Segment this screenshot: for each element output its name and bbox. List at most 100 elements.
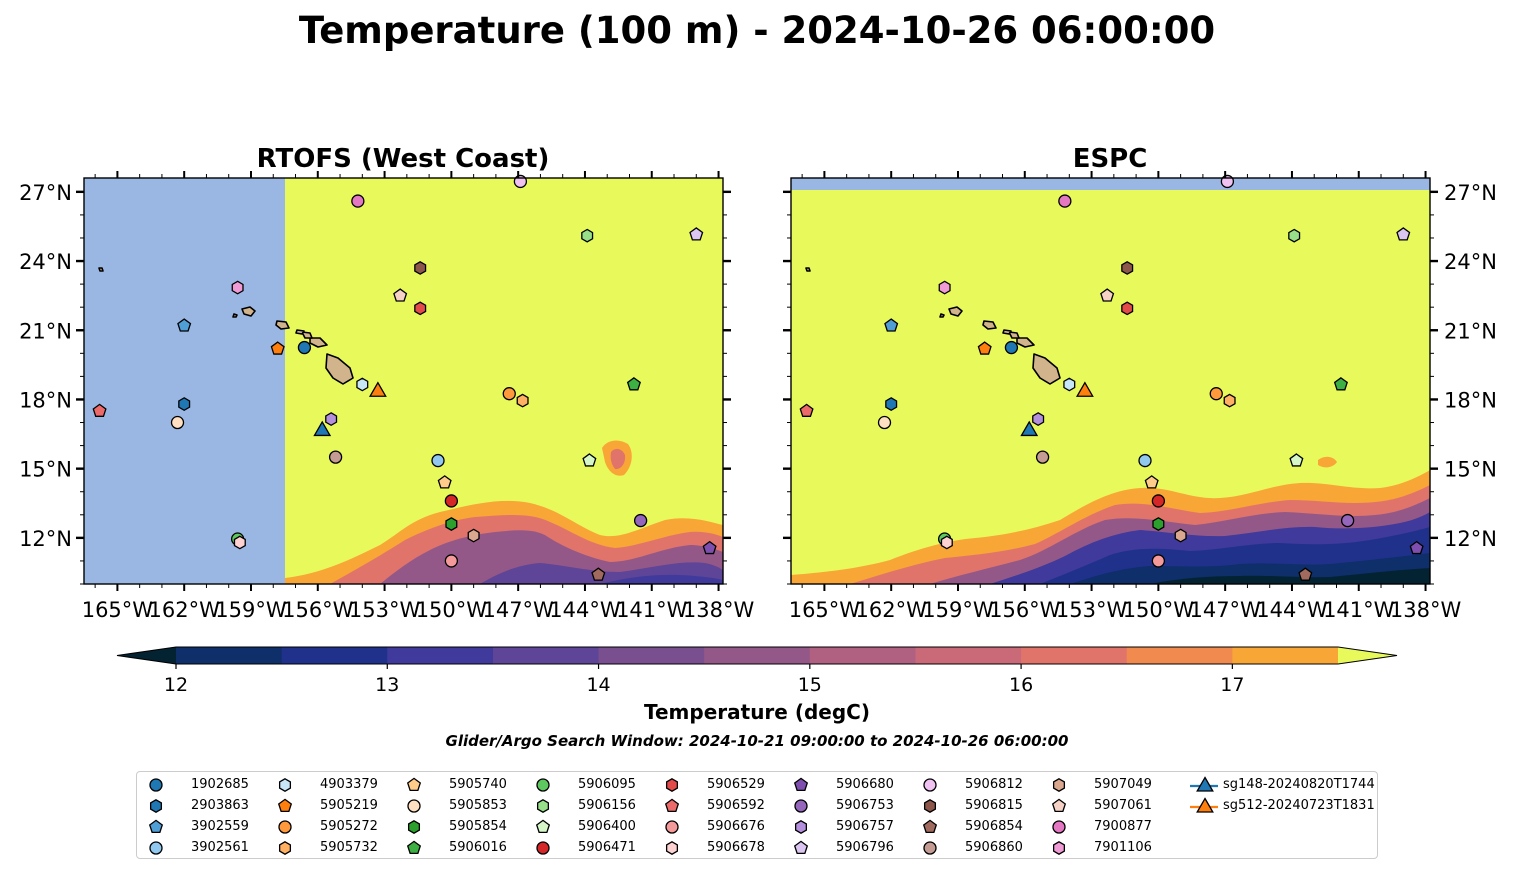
legend-label: sg512-20240723T1831 — [1223, 798, 1375, 813]
figure-title: Temperature (100 m) - 2024-10-26 06:00:0… — [299, 9, 1215, 52]
marker-5906529-right — [1121, 301, 1134, 316]
marker-5906678-left — [233, 535, 246, 550]
legend-marker — [923, 799, 937, 813]
legend-marker — [536, 799, 550, 813]
legend-marker — [794, 820, 808, 834]
legend-symbol — [794, 799, 808, 813]
colorbar-tick-label: 15 — [798, 674, 822, 696]
marker-7901106-right — [938, 280, 951, 295]
legend-label: 5906860 — [965, 840, 1023, 855]
legend-label: 5906095 — [578, 777, 636, 792]
legend-symbol — [1051, 798, 1067, 812]
legend-label: 5906529 — [707, 777, 765, 792]
hawaii-islands-espc — [805, 267, 1061, 385]
legend-label: 5906676 — [707, 819, 765, 834]
marker-7900877-right — [1058, 194, 1072, 208]
legend-label: 5905272 — [320, 819, 378, 834]
legend-symbol — [923, 799, 937, 813]
marker-5906680-left — [702, 540, 717, 555]
colorbar-segment — [492, 647, 600, 664]
legend-label: 7901106 — [1094, 840, 1152, 855]
marker-5906156-left — [581, 228, 594, 243]
panel-rtofs: RTOFS (West Coast) — [19, 144, 754, 622]
legend-label: sg148-20240820T1744 — [1223, 777, 1375, 792]
marker-7901106-left — [231, 280, 244, 295]
search-window-subtitle: Glider/Argo Search Window: 2024-10-21 09… — [446, 732, 1069, 750]
x-tick-label: 165°W — [82, 598, 154, 622]
x-tick-label: 138°W — [683, 598, 755, 622]
marker-5906592-right — [799, 403, 814, 417]
x-tick-label: 141°W — [1323, 598, 1395, 622]
legend-label: 7900877 — [1094, 819, 1152, 834]
x-tick-label: 159°W — [215, 598, 287, 622]
x-tick-label: 150°W — [416, 598, 488, 622]
colorbar-segment — [598, 647, 705, 664]
legend-marker — [278, 820, 292, 834]
y-tick-label: 24°N — [19, 250, 72, 274]
marker-5906400-right — [1289, 453, 1304, 467]
marker-5905853-right — [877, 415, 892, 430]
legend-symbol — [407, 820, 421, 834]
markers-rtofs — [92, 174, 717, 581]
cool-water-contours-espc — [791, 456, 1430, 584]
legend-symbol — [148, 819, 164, 833]
legend-label: 1902685 — [191, 777, 249, 792]
legend-marker — [1190, 797, 1218, 813]
colorbar-tick-label: 17 — [1220, 674, 1244, 696]
legend-marker — [923, 778, 937, 792]
legend-marker — [793, 840, 809, 854]
legend-label: 5906680 — [836, 777, 894, 792]
legend-marker — [923, 841, 937, 855]
colorbar-segment — [281, 647, 388, 664]
legend-label: 5905740 — [449, 777, 507, 792]
marker-5906676-right — [1151, 554, 1166, 568]
legend-symbol — [536, 799, 550, 813]
marker-5906812-left — [513, 174, 528, 189]
marker-5905272-right — [1209, 387, 1223, 401]
x-tick-label: 147°W — [1189, 598, 1261, 622]
marker-5905740-left — [437, 475, 452, 489]
marker-5906812-right — [1220, 174, 1235, 189]
legend-marker — [149, 841, 163, 855]
marker-5906860-right — [1035, 450, 1050, 464]
legend-symbol — [664, 798, 680, 812]
legend-symbol — [406, 840, 422, 854]
colorbar-extend-low — [117, 647, 176, 664]
legend-symbol — [406, 777, 422, 791]
colorbar-segment — [1232, 647, 1339, 664]
legend-marker — [665, 841, 679, 855]
x-tick-label: 162°W — [856, 598, 928, 622]
legend-symbol — [407, 799, 421, 813]
legend-symbol — [665, 841, 679, 855]
legend-symbol — [922, 819, 938, 833]
legend-marker — [406, 777, 422, 791]
marker-5905219-left — [270, 341, 285, 355]
legend-symbol — [923, 841, 937, 855]
legend-marker — [148, 819, 164, 833]
legend-marker — [1190, 776, 1218, 792]
marker-sg148-20240820t1744-right — [1020, 420, 1039, 437]
panel-title-rtofs: RTOFS (West Coast) — [257, 144, 550, 174]
legend-label: 5906796 — [836, 840, 894, 855]
axis-ticks-rtofs: 165°W162°W159°W156°W153°W150°W147°W144°W… — [19, 171, 754, 622]
legend-marker — [536, 841, 550, 855]
y-tick-label: 24°N — [1444, 250, 1497, 274]
y-tick-label: 21°N — [19, 319, 72, 343]
legend-label: 5906812 — [965, 777, 1023, 792]
legend-marker — [149, 778, 163, 792]
legend-marker — [794, 799, 808, 813]
legend-symbol — [1052, 778, 1066, 792]
legend-marker — [1052, 820, 1066, 834]
legend-marker — [664, 798, 680, 812]
marker-5906796-right — [1396, 227, 1411, 241]
plot-frame-rtofs — [83, 177, 724, 585]
marker-5907061-right — [1100, 288, 1115, 302]
x-tick-label: 138°W — [1390, 598, 1462, 622]
legend-symbol — [149, 778, 163, 792]
legend-marker — [535, 819, 551, 833]
colorbar-segment — [1126, 647, 1233, 664]
x-tick-label: 165°W — [789, 598, 861, 622]
marker-5905854-right — [1152, 517, 1165, 531]
marker-5906753-right — [1340, 513, 1355, 528]
x-tick-label: 144°W — [549, 598, 621, 622]
